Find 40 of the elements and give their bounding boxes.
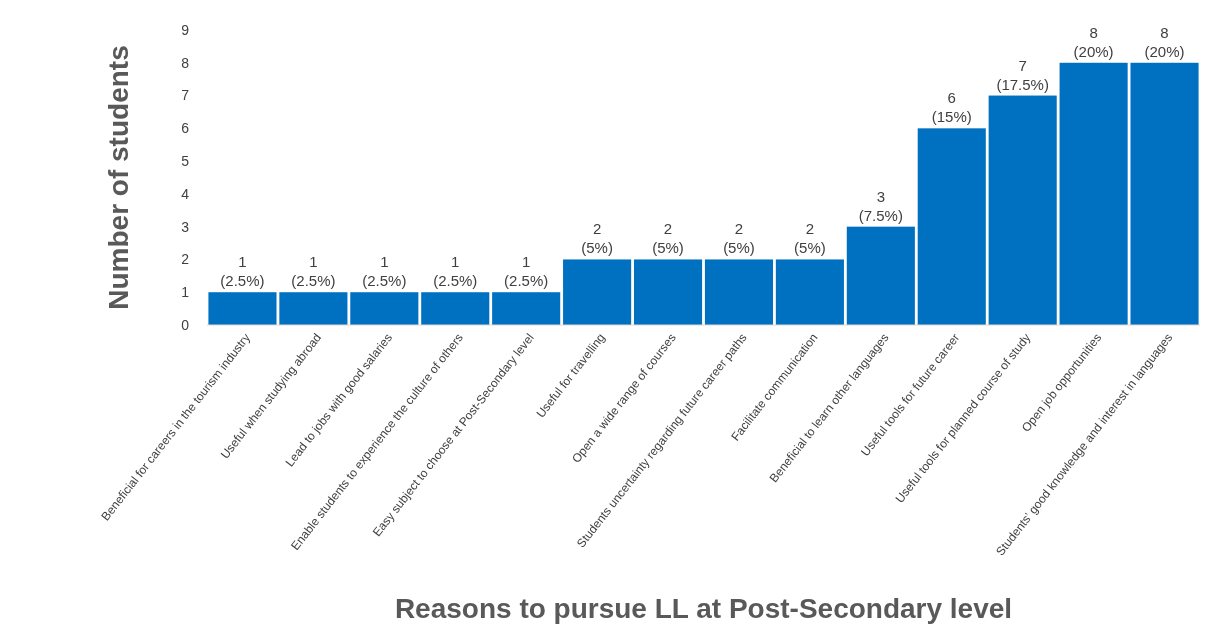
y-tick-label: 5 (181, 153, 190, 170)
bar (775, 259, 844, 325)
y-axis-title: Number of students (103, 45, 134, 310)
bar (1130, 62, 1199, 325)
bar (917, 128, 986, 325)
bar (563, 259, 632, 325)
y-tick-label: 2 (181, 251, 190, 268)
bar (492, 292, 561, 325)
data-label: 6 (15%) (931, 89, 972, 126)
y-tick-label: 7 (181, 87, 190, 104)
y-tick-label: 8 (181, 54, 190, 71)
data-label: 8 (20%) (1144, 23, 1185, 60)
data-label: 2 (5%) (794, 220, 826, 257)
x-axis-title: Reasons to pursue LL at Post-Secondary level (394, 593, 1013, 624)
data-label: 1 (2.5%) (504, 253, 549, 290)
data-label: 1 (2.5%) (220, 253, 265, 290)
data-label: 8 (20%) (1073, 23, 1114, 60)
y-tick-label: 9 (181, 21, 190, 38)
data-label: 1 (2.5%) (291, 253, 336, 290)
bar (988, 95, 1057, 325)
data-label: 1 (2.5%) (362, 253, 407, 290)
bar (350, 292, 419, 325)
data-label: 2 (5%) (581, 220, 613, 257)
bar (633, 259, 703, 325)
data-label: 3 (7.5%) (858, 187, 903, 224)
bar (1059, 62, 1128, 325)
bar (208, 292, 277, 325)
data-label: 7 (17.5%) (996, 56, 1049, 93)
bar (846, 226, 915, 325)
y-tick-label: 4 (181, 185, 190, 202)
bar (279, 292, 348, 325)
y-tick-label: 6 (181, 120, 190, 137)
data-label: 1 (2.5%) (433, 253, 478, 290)
y-tick-label: 3 (181, 218, 190, 235)
bar (704, 259, 774, 325)
data-label: 2 (5%) (652, 220, 684, 257)
data-label: 2 (5%) (723, 220, 755, 257)
y-tick-label: 0 (181, 316, 190, 333)
bar (421, 292, 490, 325)
y-tick-label: 1 (181, 284, 190, 301)
